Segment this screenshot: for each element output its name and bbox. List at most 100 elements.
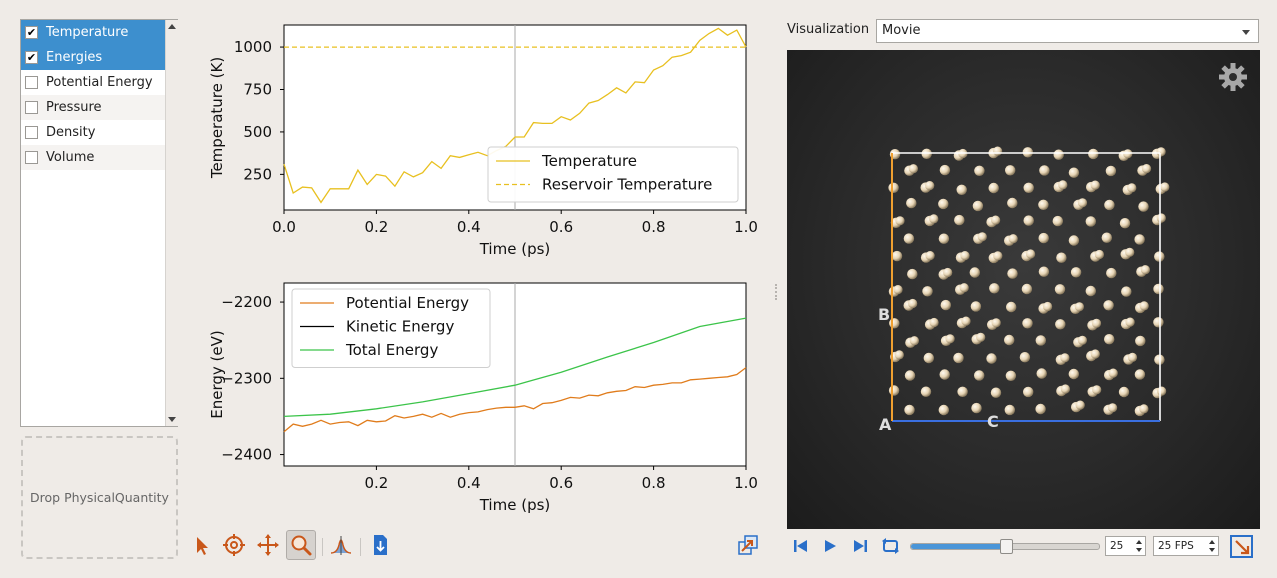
3d-viewport[interactable]: B A C [787,50,1260,529]
legend-entry: Potential Energy [346,294,469,312]
atom [1074,302,1084,312]
last-frame-icon[interactable] [851,537,869,559]
atom [1119,218,1131,229]
atom [939,369,950,380]
x-tick-label: 1.0 [734,474,758,492]
atom [1105,165,1117,177]
chevron-down-icon [1242,30,1250,35]
spin-down-icon[interactable] [1136,548,1142,552]
atom [1007,197,1018,209]
atom [1077,198,1088,208]
frame-spinbox-value: 25 [1110,540,1124,552]
quantity-checkbox[interactable]: ✔ [25,26,38,39]
atom [1052,215,1063,227]
scroll-up-icon[interactable] [168,24,176,29]
atom [925,251,935,261]
quantity-checkbox[interactable] [25,151,38,164]
atom [893,285,903,295]
fullscreen-icon[interactable] [1230,535,1254,563]
select-arrow-icon[interactable] [187,530,215,560]
quantity-checkbox[interactable]: ✔ [25,51,38,64]
energy-chart[interactable]: 0.2 0.4 0.6 0.8 1.0 −2200 −2300 −2400 Time (ps) E… [200,272,770,522]
atom [957,386,968,397]
frame-slider[interactable] [910,539,1100,554]
first-frame-icon[interactable] [792,537,810,559]
spin-up-icon[interactable] [1209,540,1215,544]
quantity-item[interactable]: ✔ Temperature [21,20,165,45]
atom [1127,183,1137,193]
series-line [283,367,747,433]
x-tick-label: 0.8 [642,474,666,492]
atom [1118,386,1130,398]
atom [904,370,916,381]
axis-label-c: C [987,412,999,431]
atom [1156,147,1166,157]
drop-physical-quantity-zone[interactable]: Drop PhysicalQuantity [21,436,178,559]
play-icon[interactable] [821,537,839,559]
y-tick-label: 1000 [234,38,272,56]
atom [1038,232,1049,244]
quantity-item[interactable]: Potential Energy [21,70,165,95]
atom [954,214,965,226]
atom [1139,404,1149,414]
spin-up-icon[interactable] [1136,540,1142,544]
atom [889,318,900,329]
loop-icon[interactable] [881,537,901,559]
spin-down-icon[interactable] [1209,548,1215,552]
scroll-down-icon[interactable] [168,417,176,422]
atom [1077,335,1087,345]
fps-spinbox[interactable]: 25 FPS [1153,536,1219,556]
atom [993,251,1003,261]
quantity-item[interactable]: ✔ Energies [21,45,165,70]
x-tick-label: 0.4 [457,218,481,236]
atom [1125,247,1135,257]
atom [991,215,1001,225]
atom [1153,317,1164,328]
y-tick-label: −2400 [221,446,272,464]
atom [1004,404,1015,416]
y-axis-label: Temperature (K) [208,57,226,179]
frame-slider-handle[interactable] [1000,539,1013,554]
quantity-label: Temperature [46,25,129,40]
axis-label-a: A [879,415,892,434]
quantity-label: Density [46,125,96,140]
detach-icon[interactable] [734,530,762,560]
atom [1055,319,1066,330]
quantity-checkbox[interactable] [25,126,38,139]
atom [1085,216,1096,227]
atom [1104,199,1115,211]
temperature-chart[interactable]: 0.0 0.2 0.4 0.6 0.8 1.0 250 500 750 1000 Time (ps)… [200,14,770,264]
atom [972,200,984,212]
quantity-item[interactable]: Density [21,120,165,145]
atom [1134,234,1145,245]
visualization-select[interactable]: Movie [876,19,1259,43]
axis-label-b: B [878,305,890,324]
atom [1068,368,1079,380]
atom [1023,386,1034,398]
crosshair-icon[interactable] [220,530,248,560]
atom [1121,286,1132,297]
quantity-item[interactable]: Pressure [21,95,165,120]
quantity-checkbox[interactable] [25,76,38,89]
atom [1103,300,1114,311]
zoom-icon[interactable] [286,530,316,560]
y-tick-label: 500 [243,123,272,141]
legend-entry: Temperature [541,152,637,170]
atom [960,251,970,261]
frame-slider-fill [911,544,1005,549]
peak-icon[interactable] [327,530,355,560]
atom [991,318,1001,328]
gear-icon[interactable] [1218,62,1248,96]
quantity-list-scrollbar[interactable] [165,20,178,426]
atom [1090,180,1100,190]
atom [939,164,951,176]
quantity-list[interactable]: ✔ Temperature ✔ Energies Potential Energy Pre… [20,19,178,427]
splitter-handle[interactable] [775,284,779,300]
quantity-checkbox[interactable] [25,101,38,114]
export-icon[interactable] [366,530,394,560]
pan-icon[interactable] [254,530,282,560]
atom [895,216,905,226]
quantity-item[interactable]: Volume [21,145,165,170]
frame-spinbox[interactable]: 25 [1105,536,1146,556]
atom [959,283,969,293]
